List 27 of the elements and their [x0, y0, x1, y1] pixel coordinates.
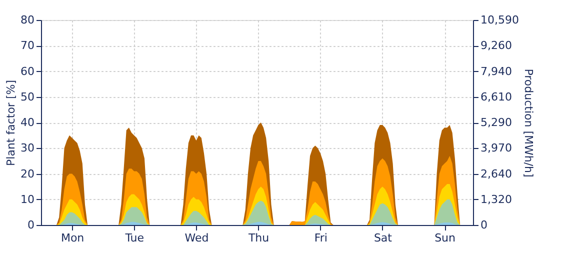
y2-axis-title: Production [MWh/h]: [522, 68, 535, 178]
y2-tick-label: 9,260: [480, 39, 512, 52]
y-tick-label: 20: [20, 167, 34, 180]
y2-tick-label: 7,940: [480, 64, 512, 78]
y2-tick-label: 6,610: [480, 90, 512, 104]
y-tick-label: 10: [20, 192, 34, 206]
y-tick-label: 30: [20, 142, 34, 155]
y2-tick-label: 3,970: [480, 142, 512, 155]
y2-tick-label: 2,640: [480, 167, 512, 180]
y2-tick-label: 5,290: [480, 116, 512, 130]
y-tick-label: 50: [20, 90, 34, 104]
y2-tick-label: 1,320: [480, 192, 512, 206]
x-tick-label: Mon: [60, 232, 84, 244]
y-axis-title: Plant factor [%]: [4, 80, 18, 166]
y-tick-label: 0: [28, 218, 34, 232]
y2-tick-label: 10,590: [480, 14, 519, 26]
x-tick-label: Wed: [184, 232, 209, 244]
x-tick-label: Sat: [374, 232, 393, 244]
y-tick-label: 80: [20, 14, 34, 26]
x-tick-label: Sun: [434, 232, 456, 244]
y-tick-label: 60: [20, 64, 34, 78]
x-tick-label: Tue: [124, 232, 144, 244]
y-tick-label: 70: [20, 39, 34, 52]
y-tick-label: 40: [20, 116, 34, 129]
x-tick-label: Fri: [314, 232, 328, 244]
x-tick-label: Thu: [247, 232, 270, 244]
y2-tick-label: 0: [480, 218, 488, 232]
